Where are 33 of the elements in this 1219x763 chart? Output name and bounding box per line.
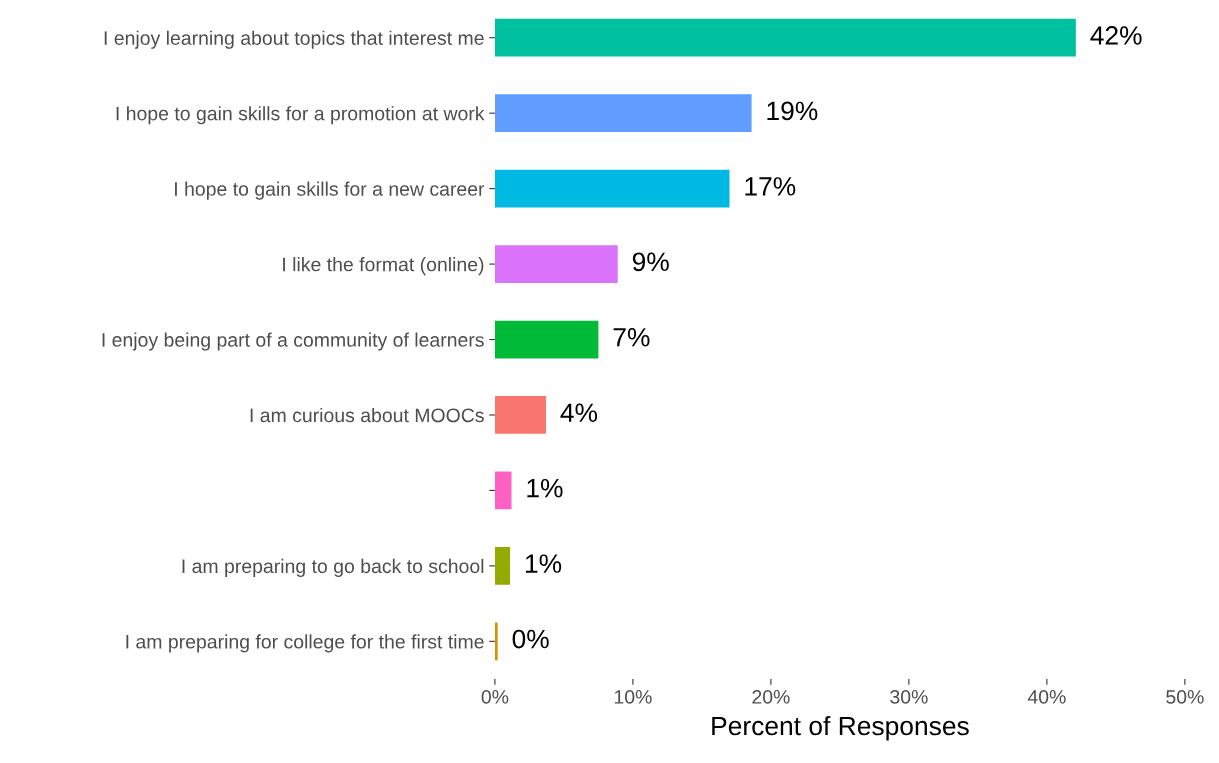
data-label: 7% <box>613 328 650 347</box>
y-tick-label: I am curious about MOOCs <box>250 407 484 423</box>
data-label: 17% <box>745 177 796 196</box>
x-tick-label: 10% <box>614 690 652 704</box>
x-tick-label: 40% <box>1027 690 1066 704</box>
bar <box>494 622 498 661</box>
y-tick-label: I hope to gain skills for a new career <box>175 181 485 200</box>
y-tick-label: I like the format (online) <box>283 257 484 276</box>
bar <box>494 471 512 510</box>
x-tick-label: 20% <box>752 690 790 704</box>
y-tick-label: I enjoy learning about topics that interest me <box>104 30 484 49</box>
bar <box>494 396 546 434</box>
bar <box>494 320 599 359</box>
data-label: 1% <box>527 478 563 498</box>
x-tick-label: 0% <box>481 690 509 704</box>
y-tick-label: I am preparing to go back to school <box>182 558 484 577</box>
data-label: 1% <box>525 554 562 573</box>
data-label: 19% <box>767 101 818 121</box>
x-tick-label: 50% <box>1166 690 1204 704</box>
data-label: 9% <box>632 252 669 272</box>
y-tick-label: I am preparing for college for the first time <box>126 634 484 653</box>
x-tick-label: 30% <box>890 690 928 704</box>
y-tick-label: I hope to gain skills for a promotion at work <box>116 106 485 125</box>
data-label: 42% <box>1090 26 1142 45</box>
y-tick-label: I enjoy being part of a community of learners <box>102 332 484 351</box>
bar <box>494 169 730 208</box>
x-axis-title: Percent of Responses <box>712 715 969 741</box>
bar <box>494 94 752 133</box>
bar <box>494 547 511 585</box>
bar <box>494 18 1076 57</box>
data-label: 4% <box>560 403 598 422</box>
bar <box>494 245 618 283</box>
data-label: 0% <box>512 629 549 649</box>
